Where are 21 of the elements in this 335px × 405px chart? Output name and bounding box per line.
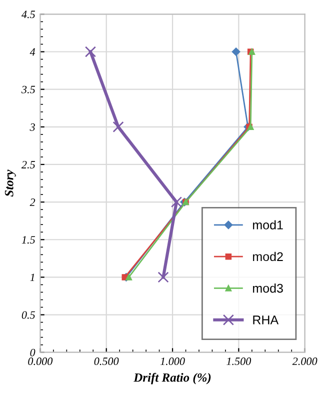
x-tick-label: 1.000 [160,358,185,366]
legend-label: mod2 [253,252,283,262]
y-tick-label: 0 [30,348,36,356]
legend-label: mod1 [253,220,283,230]
y-tick-label: 1.5 [22,236,36,244]
x-tick-label: 0.000 [28,358,53,366]
y-tick-label: 2.5 [21,160,36,168]
y-tick-label: 4 [30,48,36,56]
y-tick-label: 3.5 [21,86,36,94]
y-tick-label: 3 [30,123,35,131]
x-tick-label: 2.000 [292,358,318,366]
y-axis-title: Story [4,170,16,197]
y-tick-label: 0.5 [22,311,36,319]
y-tick-label: 2 [30,198,36,206]
x-tick-label: 0.500 [94,358,119,366]
y-tick-label: 4.5 [21,10,36,18]
legend-label: mod3 [253,284,283,293]
x-axis-title: Drift Ratio (%) [134,372,211,384]
x-tick-label: 1.500 [226,358,252,366]
legend-label: RHA [253,316,279,324]
y-tick-label: 1 [30,274,34,282]
